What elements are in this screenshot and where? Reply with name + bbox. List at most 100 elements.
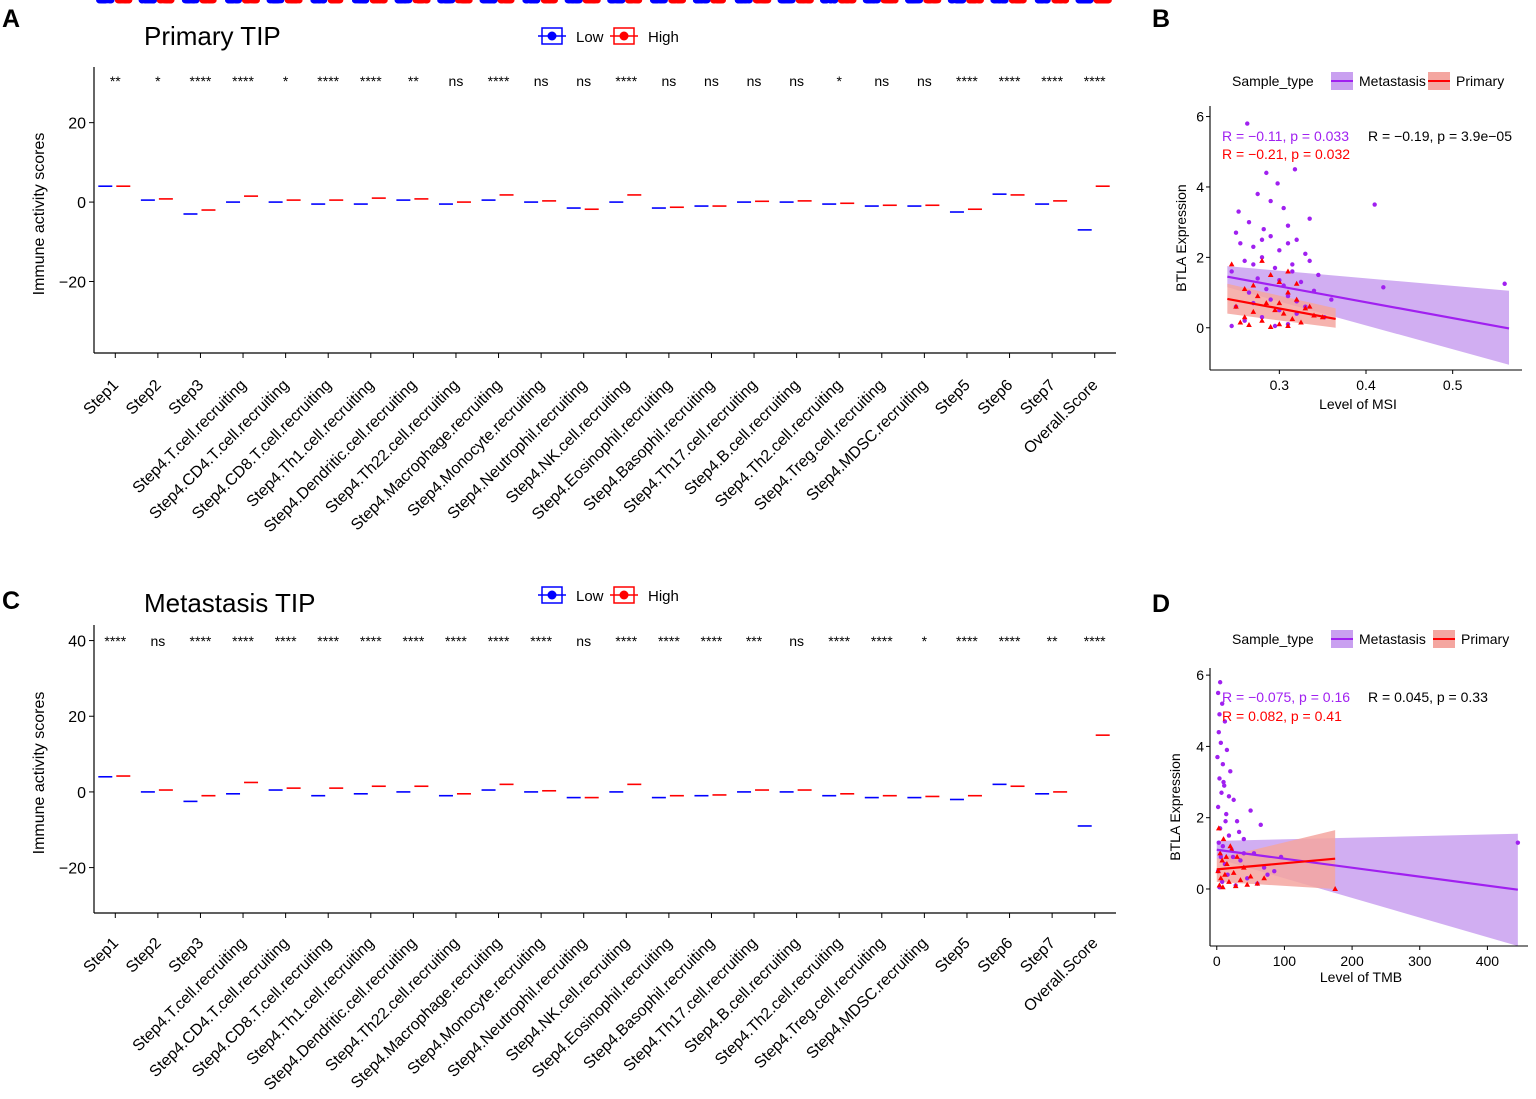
legend-label-primary: Primary xyxy=(1456,73,1504,89)
data-point-high xyxy=(202,0,210,4)
significance-label: ns xyxy=(917,73,932,89)
data-point-primary xyxy=(1220,836,1227,842)
data-point-high xyxy=(1014,0,1022,4)
data-point-low xyxy=(312,0,319,4)
data-point-primary xyxy=(1237,877,1244,883)
data-point-primary xyxy=(1244,881,1251,887)
data-point-primary xyxy=(1259,257,1265,263)
data-point-high xyxy=(591,0,599,4)
data-point-primary xyxy=(1250,308,1257,314)
data-point-high xyxy=(157,0,164,4)
data-point-low xyxy=(359,0,367,4)
data-point-metastasis xyxy=(1230,854,1236,860)
y-tick-label: −20 xyxy=(59,861,86,878)
data-point-high xyxy=(925,0,933,4)
data-point-metastasis xyxy=(1265,872,1270,877)
correlation-annotation-metastasis: R = −0.11, p = 0.033 xyxy=(1222,128,1349,144)
significance-label: ns xyxy=(534,73,549,89)
data-point-high xyxy=(628,0,635,4)
data-point-primary xyxy=(1276,321,1283,327)
data-point-metastasis xyxy=(1290,269,1295,274)
significance-label: **** xyxy=(999,633,1021,649)
data-point-high xyxy=(375,0,383,4)
data-point-low xyxy=(443,0,450,4)
data-point-primary xyxy=(1247,873,1254,879)
data-point-low xyxy=(607,0,615,4)
x-tick-label: 200 xyxy=(1340,953,1364,969)
data-point-high xyxy=(243,0,251,4)
data-point-metastasis xyxy=(1216,729,1221,735)
data-point-metastasis xyxy=(1298,279,1304,285)
significance-label: **** xyxy=(530,633,552,649)
data-point-metastasis xyxy=(1224,811,1229,817)
data-point-metastasis xyxy=(1231,797,1236,803)
legend-label-high: High xyxy=(648,588,679,605)
significance-label: **** xyxy=(190,633,212,649)
data-point-high xyxy=(752,0,760,4)
significance-label: **** xyxy=(317,633,339,649)
legend-key-dot-low xyxy=(547,31,557,41)
data-point-high xyxy=(253,0,260,4)
data-point-low xyxy=(948,0,956,4)
significance-label: ns xyxy=(661,73,676,89)
data-point-metastasis xyxy=(1307,258,1312,264)
data-point-metastasis xyxy=(1261,227,1266,232)
y-axis-label-B: BTLA Expression xyxy=(1173,184,1189,291)
significance-label: ns xyxy=(449,73,464,89)
legend-label-metastasis: Metastasis xyxy=(1359,73,1426,89)
correlation-annotation-metastasis: R = −0.075, p = 0.16 xyxy=(1222,689,1350,705)
data-point-high xyxy=(422,0,430,4)
data-point-primary xyxy=(1267,271,1274,277)
x-tick-label: Step5 xyxy=(932,377,974,419)
data-point-primary xyxy=(1224,861,1230,867)
significance-label: **** xyxy=(1084,73,1106,89)
significance-label: **** xyxy=(956,633,978,649)
data-point-primary xyxy=(1241,314,1248,320)
data-point-primary xyxy=(1263,300,1270,306)
data-point-metastasis xyxy=(1246,219,1252,225)
x-tick-label: 0.4 xyxy=(1356,377,1376,393)
data-point-primary xyxy=(1261,875,1267,881)
legend-key-dot-high xyxy=(619,590,629,600)
data-point-high xyxy=(797,0,805,4)
data-point-primary xyxy=(1237,319,1244,325)
data-point-primary xyxy=(1302,305,1309,311)
data-point-high xyxy=(886,0,894,4)
data-point-metastasis xyxy=(1236,209,1241,214)
significance-label: **** xyxy=(488,73,510,89)
y-tick-label: 40 xyxy=(68,634,86,651)
data-point-high xyxy=(806,0,813,4)
significance-label: **** xyxy=(190,73,212,89)
x-tick-label: Step6 xyxy=(975,377,1017,419)
data-point-metastasis xyxy=(1233,230,1239,235)
data-point-primary xyxy=(1276,279,1283,284)
data-point-high xyxy=(713,0,721,4)
legend-label-primary: Primary xyxy=(1461,631,1509,647)
confidence-band-primary xyxy=(1227,283,1336,328)
data-point-primary xyxy=(1223,853,1230,859)
correlation-annotation-all: R = −0.19, p = 3.9e−05 xyxy=(1368,128,1512,144)
data-point-primary xyxy=(1220,884,1226,890)
panel-label-A: A xyxy=(2,5,20,33)
data-point-metastasis xyxy=(1216,840,1221,845)
data-point-primary xyxy=(1280,310,1287,316)
data-point-metastasis xyxy=(1251,262,1256,267)
data-point-low xyxy=(959,0,966,4)
data-point-metastasis xyxy=(1245,876,1250,881)
significance-label: **** xyxy=(1084,633,1106,649)
y-tick-label: 2 xyxy=(1196,249,1204,265)
data-point-metastasis xyxy=(1220,844,1226,849)
significance-label: **** xyxy=(232,73,254,89)
data-point-low xyxy=(1035,0,1042,4)
y-tick-label: 20 xyxy=(68,709,86,726)
data-point-metastasis xyxy=(1246,290,1252,295)
data-point-low xyxy=(190,0,198,4)
significance-label: * xyxy=(155,73,161,89)
x-tick-label: 300 xyxy=(1408,953,1432,969)
significance-label: **** xyxy=(828,633,850,649)
data-point-low xyxy=(533,0,541,4)
x-tick-label: Step2 xyxy=(123,377,165,419)
data-point-low xyxy=(98,0,106,4)
data-point-low xyxy=(144,0,152,4)
